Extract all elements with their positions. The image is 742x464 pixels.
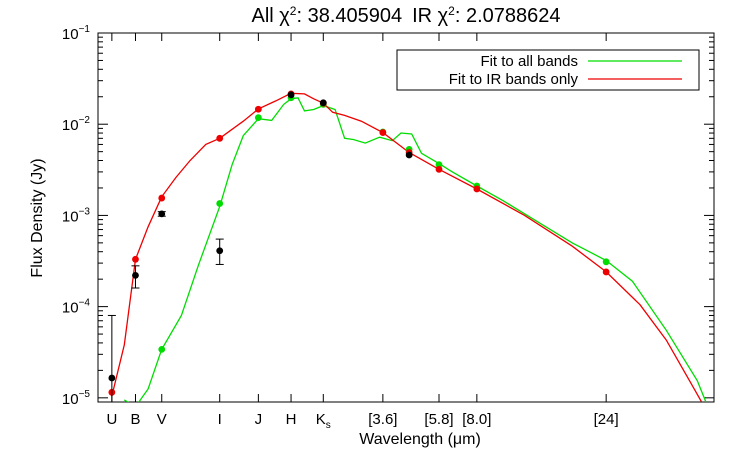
y-tick-label: 10−4 xyxy=(62,298,91,317)
y-tick-label: 10−3 xyxy=(62,206,91,225)
x-tick-label: V xyxy=(157,411,167,428)
legend-label-ir: Fit to IR bands only xyxy=(449,71,579,88)
data-point-observed xyxy=(216,247,224,255)
data-point-fit-all xyxy=(435,161,443,169)
x-tick-label: [24] xyxy=(594,411,619,428)
legend: Fit to all bands Fit to IR bands only xyxy=(396,49,700,91)
x-tick-label-text: B xyxy=(130,411,140,428)
chart-title: All χ2: 38.405904 IR χ2: 2.0788624 xyxy=(251,4,560,27)
series-clip-group xyxy=(111,92,707,402)
y-axis: 10−110−210−310−410−5 xyxy=(62,24,714,408)
x-axis: U B V I J H Ks [3.6] [5.8] [8.0] [24] xyxy=(106,33,619,431)
x-tick-label-text: [3.6] xyxy=(368,411,397,428)
title-ir-value: : 2.0788624 xyxy=(455,5,561,27)
x-tick-label-text: [5.8] xyxy=(424,411,453,428)
data-point-fit-all xyxy=(158,345,166,353)
data-point-fit-all xyxy=(602,258,610,266)
title-ir-prefix: IR χ xyxy=(412,5,449,27)
data-point-fit-ir xyxy=(254,105,262,113)
series-line-fit-ir xyxy=(111,92,703,402)
y-tick-label-base: 10 xyxy=(62,117,79,134)
y-tick-label-exp: −1 xyxy=(79,24,91,35)
legend-label-all: Fit to all bands xyxy=(480,53,578,70)
x-tick-label-sub: s xyxy=(326,420,331,431)
x-tick-label-text: I xyxy=(218,411,222,428)
y-tick-label-base: 10 xyxy=(62,208,79,225)
y-tick-label-base: 10 xyxy=(62,300,79,317)
x-tick-label: Ks xyxy=(316,411,331,431)
data-point-observed xyxy=(319,99,327,107)
x-tick-label: [8.0] xyxy=(462,411,491,428)
y-tick-label-exp: −5 xyxy=(79,389,91,400)
title-all-prefix: All χ xyxy=(251,5,290,27)
y-axis-label: Flux Density (Jy) xyxy=(29,158,46,277)
y-tick-label: 10−2 xyxy=(62,115,91,134)
series-points xyxy=(107,90,610,403)
y-tick-label-exp: −2 xyxy=(79,115,91,126)
y-tick-label-base: 10 xyxy=(62,391,79,408)
series-layer xyxy=(107,90,707,403)
title-ir-sup: 2 xyxy=(448,4,455,18)
series-line-fit-all xyxy=(123,97,707,402)
data-point-observed xyxy=(108,374,116,382)
y-tick-label: 10−1 xyxy=(62,24,91,43)
x-tick-label-text: K xyxy=(316,411,326,428)
x-tick-label-text: V xyxy=(157,411,167,428)
data-point-observed xyxy=(287,91,295,99)
data-point-fit-all xyxy=(254,114,262,122)
x-tick-label: J xyxy=(255,411,263,428)
data-point-fit-ir xyxy=(216,134,224,142)
data-point-fit-ir xyxy=(602,268,610,276)
data-point-fit-all xyxy=(216,200,224,207)
data-point-observed xyxy=(132,271,139,279)
x-tick-label: I xyxy=(218,411,222,428)
x-tick-label: B xyxy=(130,411,140,428)
title-all-value: : 38.405904 xyxy=(296,5,402,27)
y-tick-label-base: 10 xyxy=(62,26,79,43)
x-tick-label: [5.8] xyxy=(424,411,453,428)
x-axis-label: Wavelength (μm) xyxy=(359,431,481,448)
data-point-fit-ir xyxy=(158,194,166,202)
x-tick-label-text: J xyxy=(255,411,263,428)
y-tick-label-exp: −4 xyxy=(79,298,91,309)
x-tick-label-text: U xyxy=(106,411,117,428)
data-point-fit-ir xyxy=(132,255,139,263)
data-point-observed xyxy=(158,210,166,218)
data-point-fit-ir xyxy=(379,129,387,136)
y-tick-label: 10−5 xyxy=(62,389,91,408)
x-tick-label: H xyxy=(286,411,297,428)
legend-box xyxy=(396,49,700,91)
x-tick-label-text: H xyxy=(286,411,297,428)
plot-area xyxy=(97,32,715,403)
x-tick-label-text: [24] xyxy=(594,411,619,428)
x-tick-label-text: [8.0] xyxy=(462,411,491,428)
data-point-observed xyxy=(405,151,413,159)
data-point-fit-ir xyxy=(473,185,481,193)
x-tick-label: U xyxy=(106,411,117,428)
x-tick-label: [3.6] xyxy=(368,411,397,428)
y-tick-label-exp: −3 xyxy=(79,206,91,217)
data-point-fit-ir xyxy=(435,165,443,173)
title-all-sup: 2 xyxy=(290,4,297,18)
